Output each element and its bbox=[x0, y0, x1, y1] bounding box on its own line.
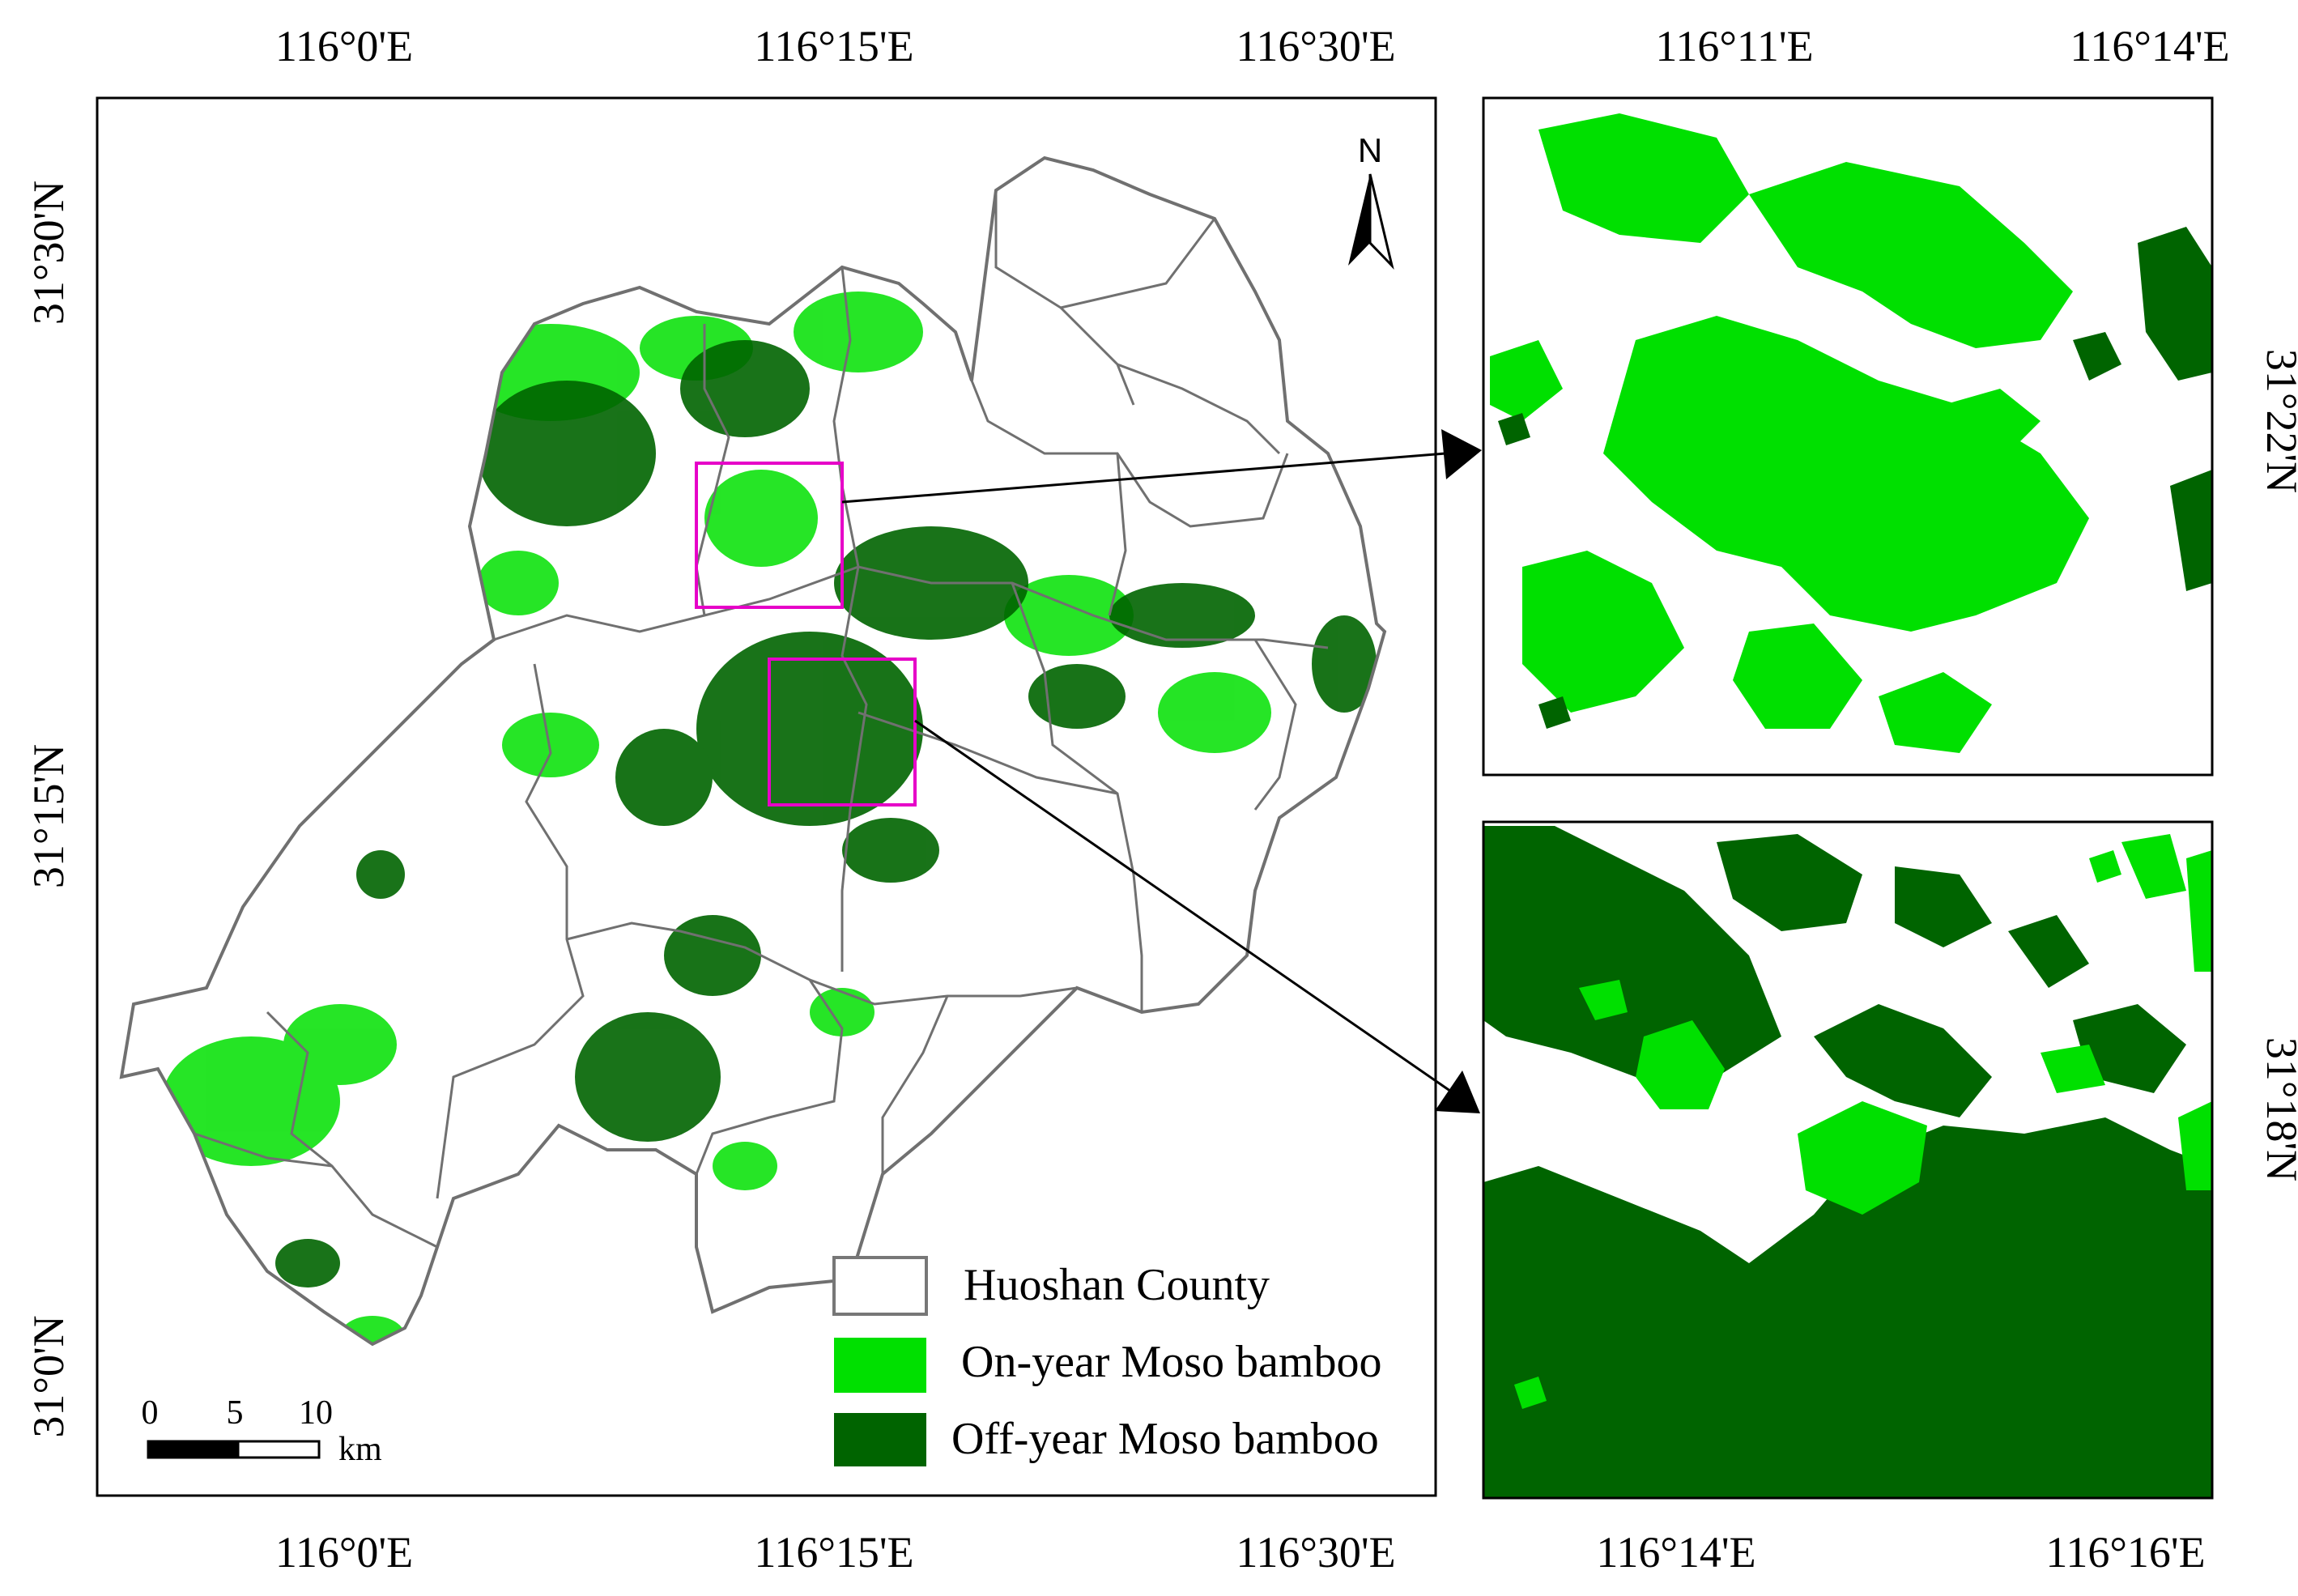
highlight-box-north bbox=[695, 462, 844, 609]
main-top-tick-1: 116°0'E bbox=[275, 22, 413, 70]
inset-top-patches bbox=[1490, 113, 2212, 753]
main-left-tick-1: 31°30'N bbox=[24, 181, 73, 325]
inset-bottom-tick-2: 116°16'E bbox=[2045, 1528, 2205, 1577]
legend-label-on-year: On-year Moso bamboo bbox=[961, 1337, 1381, 1387]
main-top-ticks: 116°0'E 116°15'E 116°30'E bbox=[275, 22, 1396, 70]
main-bottom-ticks: 116°0'E 116°15'E 116°30'E bbox=[275, 1528, 1396, 1577]
north-arrow-icon: N bbox=[1348, 131, 1394, 270]
legend-swatch-on-year bbox=[834, 1338, 926, 1393]
scale-bar: 0 5 10 km bbox=[142, 1394, 383, 1468]
off-year-patches bbox=[275, 340, 1377, 1287]
inset-top-frame bbox=[1482, 96, 2214, 777]
main-bottom-tick-1: 116°0'E bbox=[275, 1528, 413, 1577]
scale-tick-5: 5 bbox=[227, 1394, 244, 1432]
inset-bottom-tick-1: 116°14'E bbox=[1596, 1528, 1755, 1577]
scale-tick-0: 0 bbox=[142, 1394, 159, 1432]
inset-bottom: 116°14'E 116°16'E 31°18'N bbox=[1482, 820, 2298, 1577]
inset-top-tick-2: 116°14'E bbox=[2070, 22, 2229, 70]
inset-top: 116°11'E 116°14'E 31°22'N bbox=[1482, 22, 2298, 777]
on-year-patches bbox=[162, 292, 1271, 1344]
legend: Huoshan County On-year Moso bamboo Off-y… bbox=[832, 1256, 1381, 1466]
legend-swatch-off-year bbox=[834, 1413, 926, 1466]
main-left-tick-2: 31°15'N bbox=[24, 744, 73, 888]
main-left-tick-3: 31°0'N bbox=[24, 1315, 73, 1437]
scale-tick-10: 10 bbox=[299, 1394, 333, 1432]
legend-label-county: Huoshan County bbox=[964, 1260, 1270, 1310]
inset-bottom-patches bbox=[1483, 826, 2212, 1498]
main-bottom-tick-2: 116°15'E bbox=[754, 1528, 913, 1577]
main-top-tick-3: 116°30'E bbox=[1236, 22, 1395, 70]
inset-top-tick-1: 116°11'E bbox=[1655, 22, 1813, 70]
highlight-box-south bbox=[768, 658, 917, 807]
legend-swatch-county bbox=[832, 1256, 928, 1316]
scale-unit: km bbox=[338, 1431, 382, 1468]
inset-bottom-frame bbox=[1482, 820, 2214, 1500]
connector-arrows bbox=[841, 429, 1482, 1113]
legend-label-off-year: Off-year Moso bamboo bbox=[951, 1414, 1379, 1464]
inset-top-right-tick: 31°22'N bbox=[2258, 349, 2298, 493]
main-top-tick-2: 116°15'E bbox=[754, 22, 913, 70]
main-bottom-tick-3: 116°30'E bbox=[1236, 1528, 1395, 1577]
inset-bottom-right-tick: 31°18'N bbox=[2258, 1037, 2298, 1181]
township-boundaries bbox=[194, 190, 1329, 1249]
north-label: N bbox=[1358, 131, 1382, 169]
main-left-ticks: 31°30'N 31°15'N 31°0'N bbox=[24, 181, 73, 1438]
